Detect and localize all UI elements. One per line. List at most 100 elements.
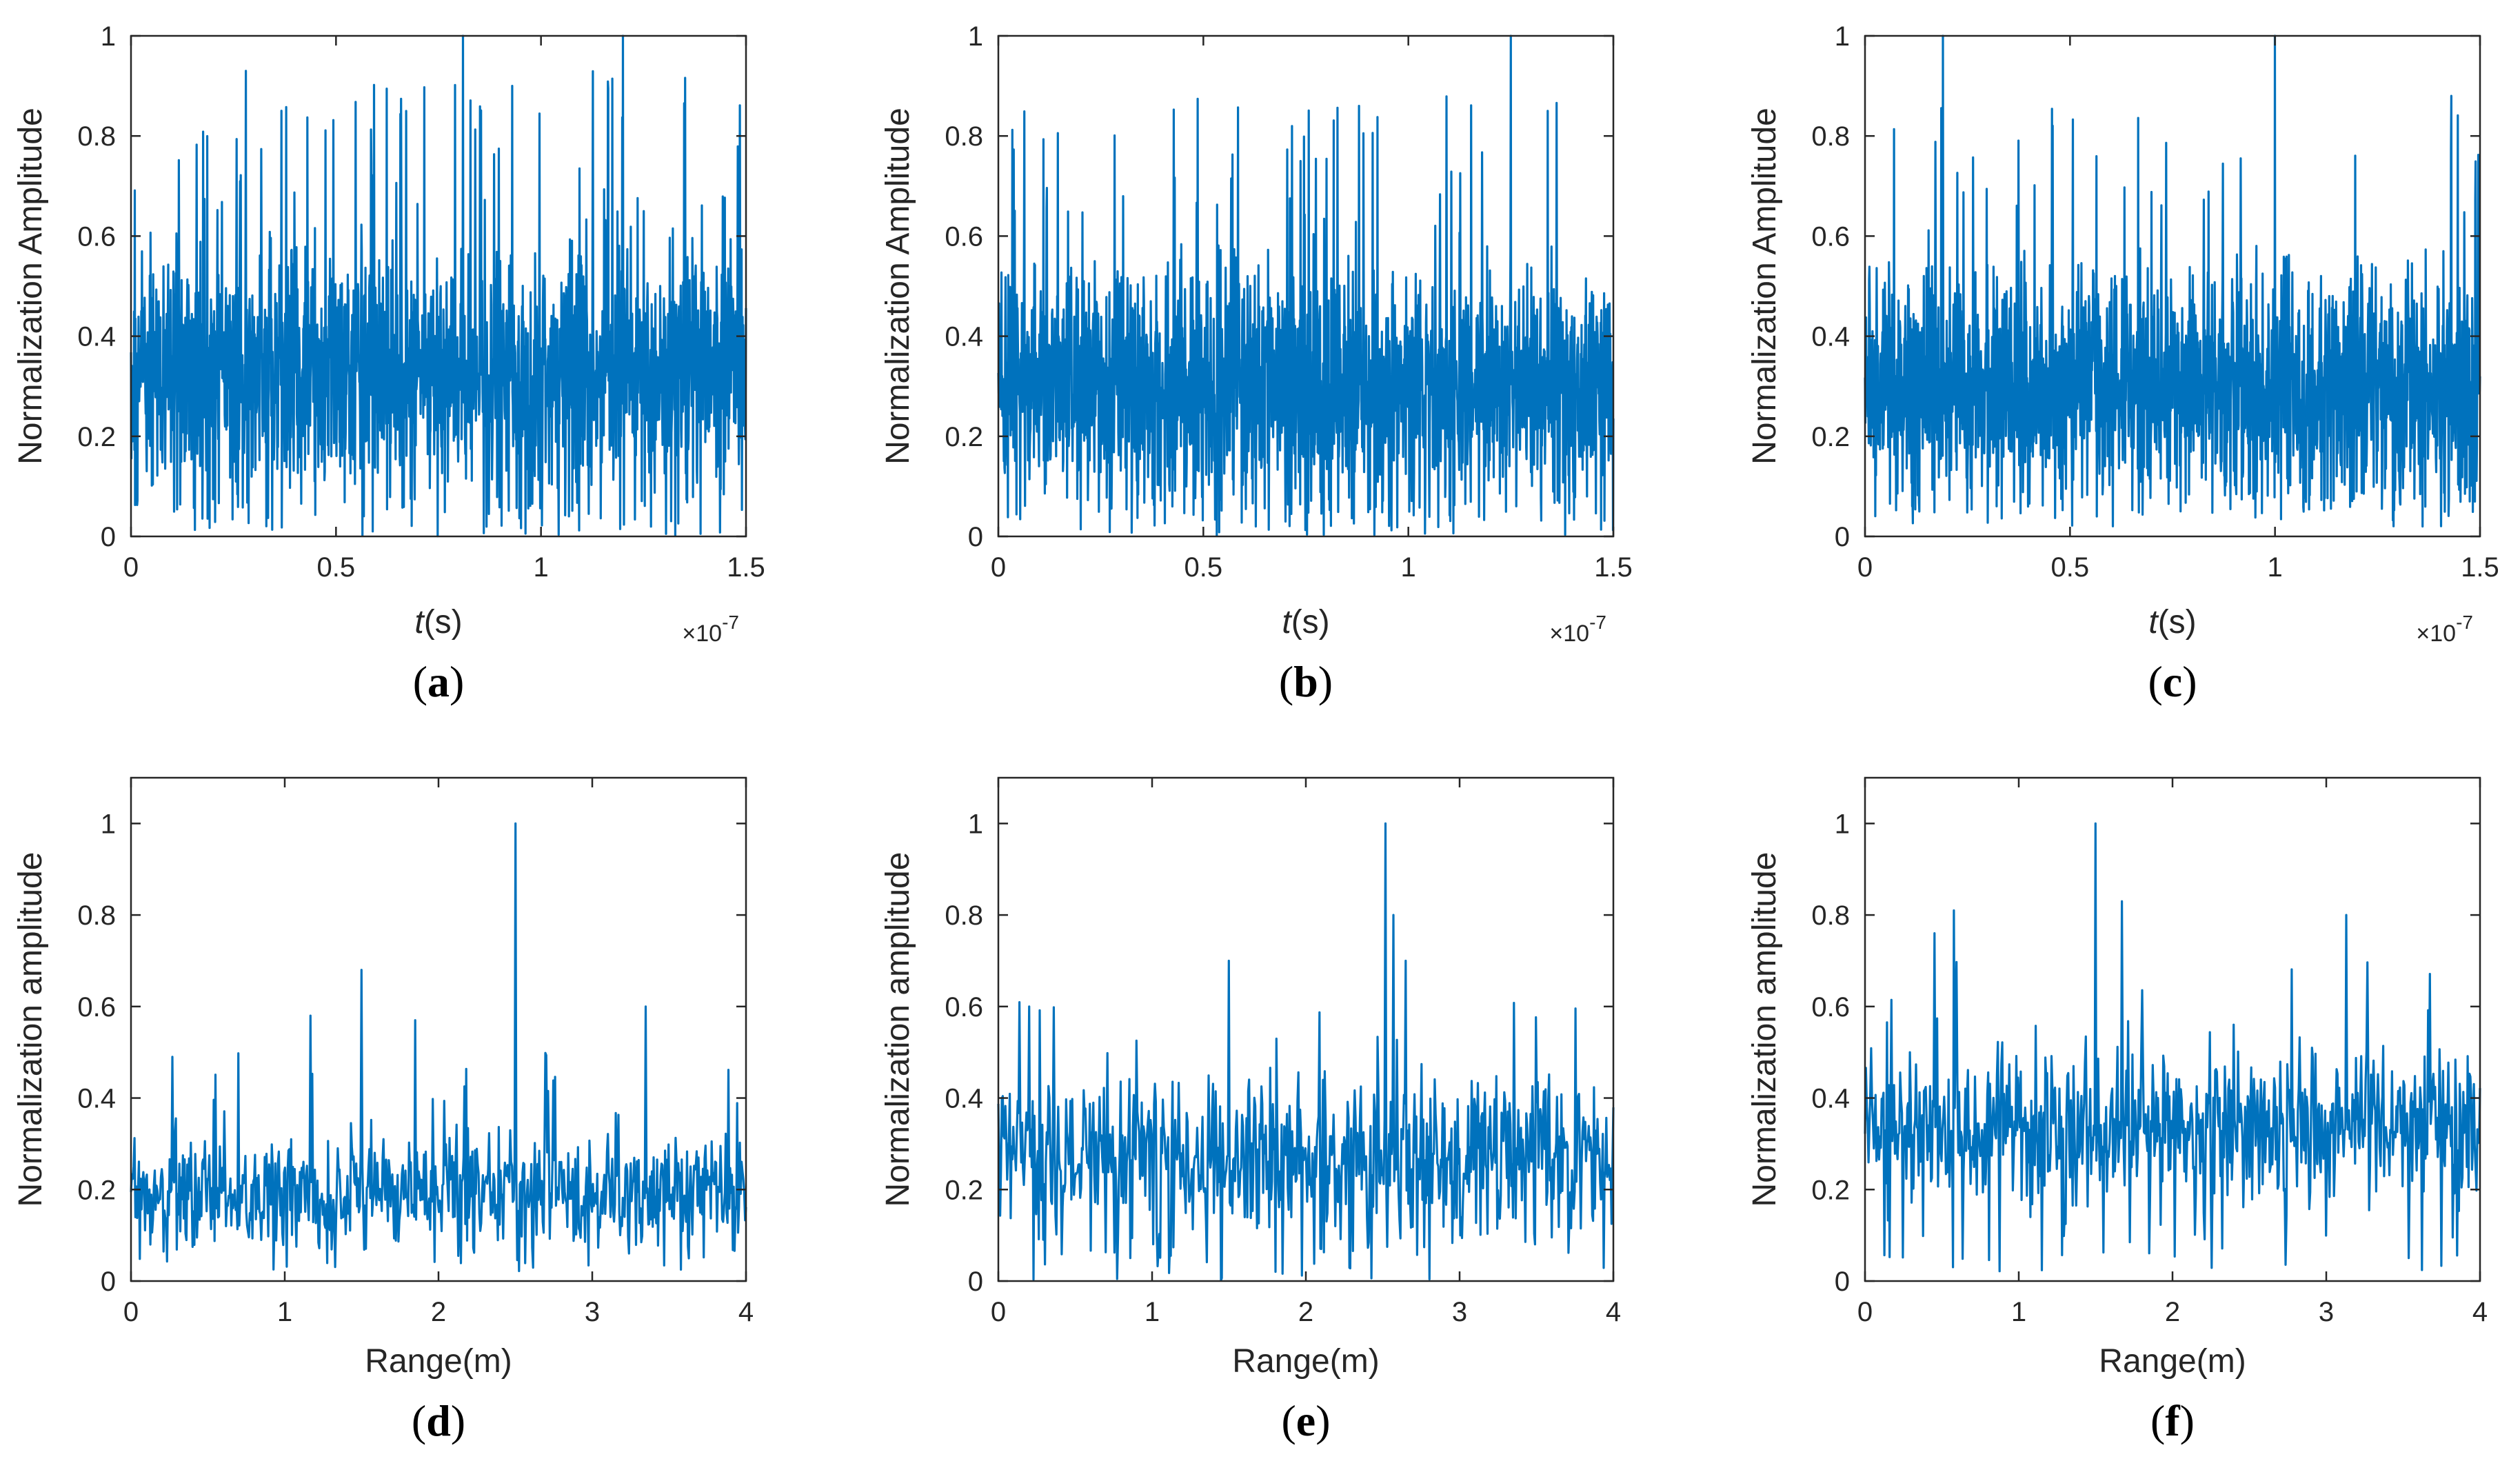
y-tick-label: 0.8 bbox=[77, 121, 116, 152]
y-tick-label: 0.8 bbox=[1811, 900, 1850, 931]
x-axis-label-unit: (s) bbox=[1291, 604, 1330, 641]
y-tick-label: 0 bbox=[101, 1267, 116, 1297]
x-axis-label: t(s) bbox=[1282, 604, 1329, 641]
y-tick-label: 0.2 bbox=[945, 1175, 983, 1205]
x-tick-label: 0 bbox=[991, 552, 1006, 583]
x-tick-label: 0.5 bbox=[2051, 552, 2090, 583]
x-tick-label: 4 bbox=[2472, 1297, 2488, 1327]
caption-close: ) bbox=[1318, 657, 1333, 706]
y-tick-label: 0 bbox=[968, 1267, 983, 1297]
caption-close: ) bbox=[451, 1396, 465, 1445]
panel-caption: (b) bbox=[1279, 657, 1333, 706]
y-tick-label: 0.8 bbox=[945, 900, 983, 931]
x-axis-exponent-power: -7 bbox=[2456, 612, 2473, 633]
x-axis-exponent: ×10-7 bbox=[682, 612, 739, 647]
x-axis-exponent: ×10-7 bbox=[2416, 612, 2473, 647]
x-axis-label: t(s) bbox=[414, 604, 462, 641]
y-tick-label: 0.4 bbox=[1811, 1084, 1850, 1114]
y-tick-label: 0.4 bbox=[77, 322, 116, 352]
y-tick-label: 0 bbox=[1835, 522, 1850, 552]
caption-letter: e bbox=[1296, 1396, 1316, 1445]
axes-box bbox=[997, 34, 1615, 538]
series-line-signal bbox=[997, 34, 1615, 537]
y-tick-label: 1 bbox=[101, 21, 116, 52]
y-tick-label: 1 bbox=[101, 809, 116, 839]
x-tick-label: 3 bbox=[2319, 1297, 2334, 1327]
caption-open: ( bbox=[413, 657, 427, 706]
x-tick-label: 0 bbox=[991, 1297, 1006, 1327]
x-axis-exponent-power: -7 bbox=[1589, 612, 1606, 633]
y-tick-label: 1 bbox=[1835, 809, 1850, 839]
y-tick-label: 0.2 bbox=[77, 422, 116, 452]
caption-open: ( bbox=[1281, 1396, 1296, 1445]
x-axis-label: t(s) bbox=[2148, 604, 2196, 641]
panel-c: 0 0.5 1 1.5 0 0.2 0.4 0.6 0.8 1 Normalization Ampl… bbox=[1746, 21, 2499, 706]
y-tick-label: 0.8 bbox=[945, 121, 983, 152]
caption-close: ) bbox=[2180, 1396, 2195, 1445]
caption-open: ( bbox=[2150, 1396, 2165, 1445]
caption-close: ) bbox=[2182, 657, 2197, 706]
y-tick-label: 0.6 bbox=[945, 992, 983, 1022]
y-tick-label: 0.6 bbox=[1811, 221, 1850, 252]
caption-letter: d bbox=[426, 1396, 451, 1445]
y-tick-label: 0.6 bbox=[77, 992, 116, 1022]
x-tick-label: 3 bbox=[585, 1297, 600, 1327]
panel-e: 0 1 2 3 4 0 0.2 0.4 0.6 0.8 1 Normalization amplitu… bbox=[880, 776, 1621, 1445]
caption-letter: a bbox=[427, 657, 450, 706]
x-axis-exponent: ×10-7 bbox=[1549, 612, 1606, 647]
x-axis-label-unit: (s) bbox=[2158, 604, 2197, 641]
x-tick-label: 0 bbox=[1857, 552, 1873, 583]
x-axis-label: Range(m) bbox=[2099, 1343, 2246, 1380]
x-tick-label: 1 bbox=[1401, 552, 1416, 583]
axes-box bbox=[130, 34, 747, 538]
caption-open: ( bbox=[412, 1396, 426, 1445]
x-tick-label: 0 bbox=[123, 1297, 139, 1327]
y-tick-label: 0 bbox=[968, 522, 983, 552]
x-tick-label: 0 bbox=[123, 552, 139, 583]
y-tick-label: 0.4 bbox=[1811, 322, 1850, 352]
series-line-range-profile bbox=[1864, 822, 2481, 1273]
y-axis-label: Normalization Amplitude bbox=[880, 108, 916, 465]
panel-caption: (d) bbox=[412, 1396, 465, 1445]
caption-open: ( bbox=[1279, 657, 1293, 706]
panel-caption: (c) bbox=[2148, 657, 2197, 706]
x-tick-label: 2 bbox=[2165, 1297, 2180, 1327]
x-tick-label: 4 bbox=[1606, 1297, 1621, 1327]
x-axis-exponent-prefix: ×10 bbox=[1549, 621, 1589, 647]
panel-f: 0 1 2 3 4 0 0.2 0.4 0.6 0.8 1 Normalization amplitu… bbox=[1746, 776, 2488, 1445]
caption-letter: f bbox=[2165, 1396, 2180, 1445]
x-tick-label: 1 bbox=[1145, 1297, 1160, 1327]
y-tick-label: 0.8 bbox=[1811, 121, 1850, 152]
x-tick-label: 0.5 bbox=[317, 552, 356, 583]
y-tick-label: 0.6 bbox=[945, 221, 983, 252]
panel-caption: (f) bbox=[2150, 1396, 2195, 1445]
x-tick-label: 2 bbox=[431, 1297, 446, 1327]
caption-letter: c bbox=[2163, 657, 2182, 706]
y-tick-label: 0.6 bbox=[77, 221, 116, 252]
y-tick-label: 1 bbox=[1835, 21, 1850, 52]
y-tick-label: 1 bbox=[968, 809, 983, 839]
x-tick-label: 1.5 bbox=[2461, 552, 2499, 583]
x-axis-label-var: t bbox=[1282, 604, 1292, 641]
x-axis-label: Range(m) bbox=[1232, 1343, 1379, 1380]
caption-letter: b bbox=[1293, 657, 1318, 706]
x-tick-label: 0 bbox=[1857, 1297, 1873, 1327]
y-axis-label: Normalization amplitude bbox=[1746, 852, 1783, 1207]
y-axis-label: Normalization amplitude bbox=[12, 852, 49, 1207]
y-tick-label: 0 bbox=[1835, 1267, 1850, 1297]
x-tick-label: 4 bbox=[738, 1297, 754, 1327]
x-tick-label: 1 bbox=[534, 552, 549, 583]
panel-d: 0 1 2 3 4 0 0.2 0.4 0.6 0.8 1 Normalization amplitu… bbox=[12, 776, 754, 1445]
y-axis-label: Normalization amplitude bbox=[880, 852, 916, 1207]
y-tick-label: 0.6 bbox=[1811, 992, 1850, 1022]
y-tick-label: 0.2 bbox=[1811, 1175, 1850, 1205]
y-axis-label: Normalization Amplitude bbox=[1746, 108, 1783, 465]
x-axis-exponent-prefix: ×10 bbox=[682, 621, 722, 647]
y-tick-label: 0.2 bbox=[945, 422, 983, 452]
x-tick-label: 1 bbox=[277, 1297, 292, 1327]
panel-caption: (e) bbox=[1281, 1396, 1330, 1445]
y-tick-label: 0.8 bbox=[77, 900, 116, 931]
x-tick-label: 1.5 bbox=[727, 552, 765, 583]
x-axis-label-var: t bbox=[414, 604, 425, 641]
x-tick-label: 2 bbox=[1298, 1297, 1313, 1327]
